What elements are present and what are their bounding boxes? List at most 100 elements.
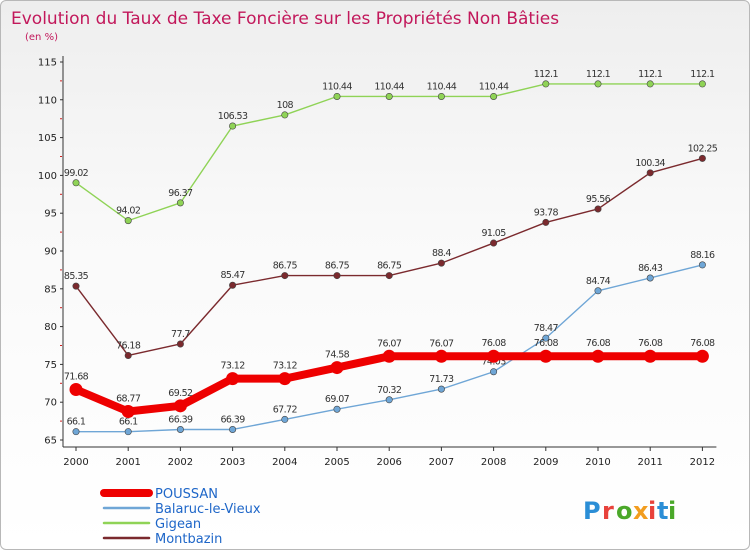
data-point [698,154,706,162]
data-point [490,92,498,100]
data-label: 76.08 [690,338,715,349]
data-point [542,80,550,88]
data-label: 85.47 [220,270,245,281]
data-point [69,382,83,396]
data-label: 96.37 [168,188,193,199]
y-tick-label: 65 [44,436,57,447]
data-point [698,80,706,88]
data-label: 68.77 [116,393,141,404]
x-tick-label: 2001 [115,457,140,468]
logo-letter: P [583,497,601,525]
data-label: 100.34 [635,158,665,169]
x-tick-label: 2008 [481,457,506,468]
data-point [646,274,654,282]
data-label: 110.44 [479,81,509,92]
data-point [385,272,393,280]
legend-label-poussan: POUSSAN [155,487,218,502]
x-tick-label: 2003 [220,457,245,468]
data-label: 86.43 [638,263,663,274]
data-label: 66.1 [119,417,138,428]
data-point [72,428,80,436]
data-point [176,340,184,348]
legend-label-gigean: Gigean [155,517,201,532]
data-point [229,281,237,289]
logo-letter: i [648,497,656,525]
data-point [542,334,550,342]
data-label: 95.56 [586,194,611,205]
data-label: 69.07 [325,394,350,405]
data-label: 74.58 [325,350,350,361]
data-point [542,218,550,226]
data-label: 86.75 [273,261,298,272]
x-tick-label: 2009 [533,457,558,468]
data-point [594,287,602,295]
data-label: 106.53 [218,111,248,122]
data-point [695,349,709,363]
data-label: 112.1 [534,69,559,80]
x-tick-label: 2005 [324,457,349,468]
data-label: 112.1 [586,69,611,80]
y-tick-label: 115 [38,58,57,69]
data-point [281,111,289,119]
data-point [333,405,341,413]
series-layer: 99.02 94.02 96.37 106.53 108 110.44 110.44 110.… [64,69,718,436]
data-point [487,349,501,363]
x-tick-label: 2010 [585,457,610,468]
data-label: 76.07 [429,338,454,349]
data-label: 110.44 [427,81,457,92]
x-tick-label: 2000 [63,457,88,468]
data-label: 86.75 [377,261,402,272]
data-point [278,372,292,386]
logo-letter: i [668,497,676,525]
data-label: 93.78 [534,207,559,218]
data-label: 84.74 [586,276,611,287]
data-label: 69.52 [168,388,193,399]
y-tick-label: 100 [38,171,57,182]
chart-title: Evolution du Taux de Taxe Foncière sur l… [11,9,559,29]
data-point [643,349,657,363]
y-tick-label: 105 [38,133,57,144]
y-tick-label: 95 [44,209,57,220]
y-tick-label: 75 [44,360,57,371]
data-label: 108 [277,100,294,111]
legend-label-montbazin: Montbazin [155,532,222,547]
chart-subtitle: (en %) [25,32,58,43]
data-point [124,351,132,359]
data-point [333,272,341,280]
data-point [437,385,445,393]
data-label: 66.39 [220,414,245,425]
y-tick-label: 70 [44,398,57,409]
data-point [176,199,184,207]
data-point [594,205,602,213]
data-label: 102.25 [688,143,718,154]
data-point [646,80,654,88]
data-point [437,92,445,100]
data-point [591,349,605,363]
data-point [434,349,448,363]
x-tick-label: 2006 [376,457,401,468]
data-point [437,259,445,267]
data-label: 76.08 [481,338,506,349]
data-point [281,272,289,280]
data-point [646,169,654,177]
data-label: 73.12 [273,361,298,372]
data-point [124,217,132,225]
data-point [173,399,187,413]
x-tick-label: 2011 [637,457,662,468]
data-label: 71.68 [64,371,89,382]
x-tick-label: 2012 [690,457,715,468]
data-point [72,282,80,290]
series-montbazin: 85.35 76.18 77.7 85.47 86.75 86.75 86.75 88.4 91… [64,143,718,359]
y-tick-label: 80 [44,322,57,333]
data-label: 66.39 [168,414,193,425]
logo-letter: r [602,497,614,525]
data-point [490,239,498,247]
data-label: 110.44 [322,81,352,92]
data-label: 86.75 [325,261,350,272]
data-label: 110.44 [374,81,404,92]
data-label: 99.02 [64,168,89,179]
